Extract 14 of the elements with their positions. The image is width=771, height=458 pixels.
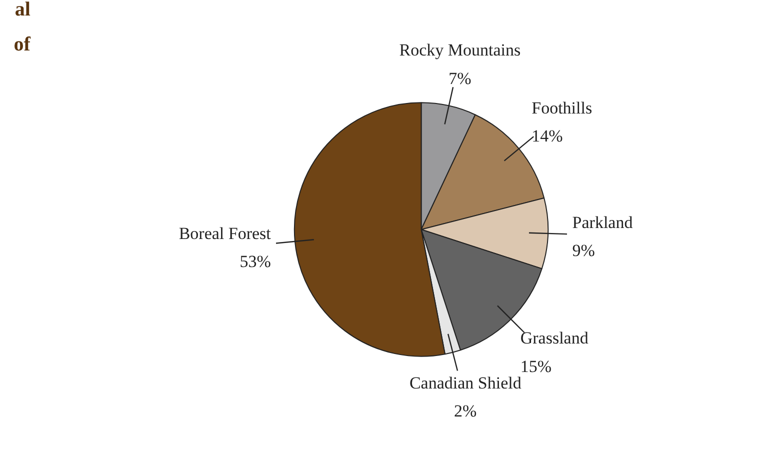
text: al <box>14 0 31 20</box>
slice-label: Boreal Forest <box>178 224 272 243</box>
slice-label: Foothills <box>532 98 592 118</box>
slice-label: Grassland <box>520 328 589 348</box>
data-label: 7% <box>448 68 472 88</box>
slice-label: Parkland <box>572 213 634 232</box>
data-label: 15% <box>520 356 552 376</box>
slice-label: Rocky Mountains <box>399 40 521 60</box>
data-label: 9% <box>572 241 595 260</box>
data-label: 2% <box>454 402 477 421</box>
slice-label: Canadian Shield <box>409 374 522 393</box>
data-label: 53% <box>240 252 271 271</box>
data-label: 14% <box>532 126 563 146</box>
text: of <box>14 34 31 56</box>
